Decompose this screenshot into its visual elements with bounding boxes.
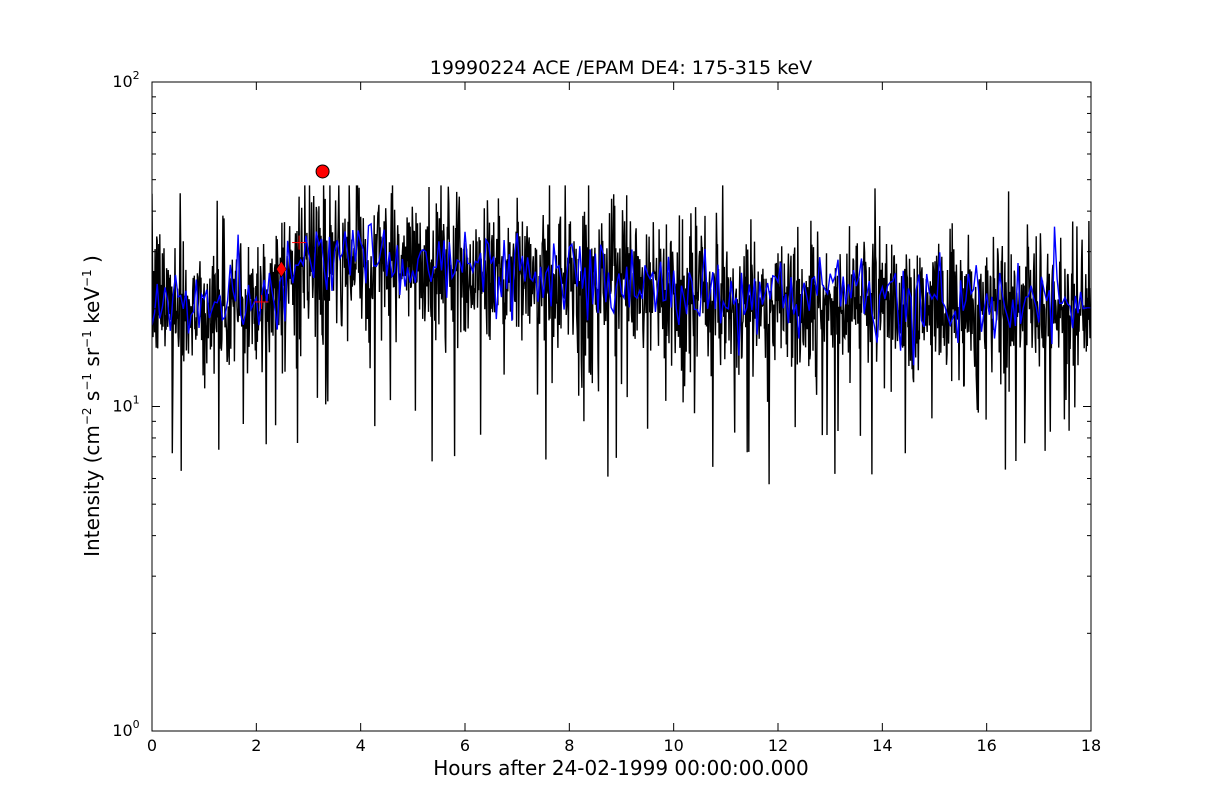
y-label-mid-1: s (80, 391, 104, 408)
x-tick-label: 10 (663, 736, 683, 755)
chart-title: 19990224 ACE /EPAM DE4: 175-315 keV (430, 57, 812, 79)
y-tick-label: 101 (112, 394, 139, 416)
y-label-mid-2: sr (80, 347, 104, 373)
x-tick-label: 12 (768, 736, 788, 755)
series-line-0 (152, 185, 1091, 485)
y-label-prefix: Intensity (cm (80, 425, 104, 557)
x-tick-label: 2 (251, 736, 261, 755)
marker-plus (292, 235, 307, 250)
x-tick-label: 0 (147, 736, 157, 755)
y-label-sup-3: −1 (80, 330, 94, 348)
y-tick-label: 102 (112, 69, 139, 91)
y-label-mid-3: keV (80, 287, 104, 331)
y-label-sup-2: −1 (80, 373, 94, 391)
marker-diamond (276, 260, 287, 278)
x-axis-label: Hours after 24-02-1999 00:00:00.000 (433, 756, 809, 780)
x-tick-label: 8 (564, 736, 574, 755)
x-tick-label: 6 (460, 736, 470, 755)
marker-plus (254, 294, 269, 309)
series-line-1 (152, 222, 1091, 366)
y-axis-label: Intensity (cm−2 s−1 sr−1 keV−1 ) (80, 255, 104, 557)
y-label-sup-4: −1 (80, 269, 94, 287)
y-label-suffix: ) (80, 255, 104, 269)
x-tick-label: 4 (356, 736, 366, 755)
x-tick-label: 14 (872, 736, 892, 755)
x-tick-label: 18 (1081, 736, 1101, 755)
x-tick-label: 16 (976, 736, 996, 755)
marker-circle (315, 164, 330, 179)
y-tick-label: 100 (112, 718, 139, 740)
y-label-sup-1: −2 (80, 407, 94, 425)
